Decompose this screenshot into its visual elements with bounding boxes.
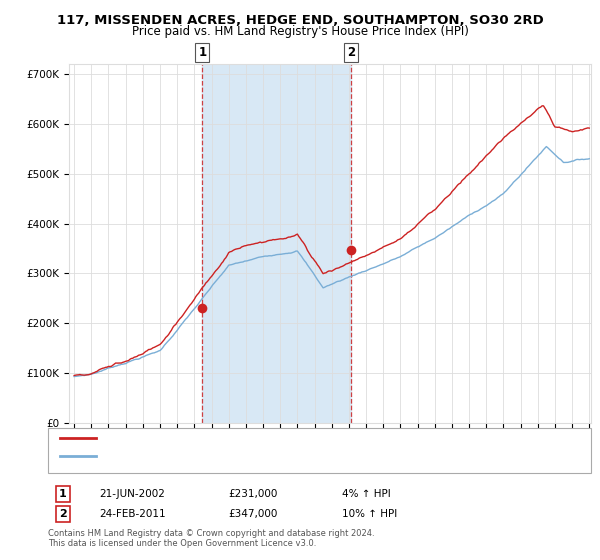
Text: HPI: Average price, detached house, Eastleigh: HPI: Average price, detached house, East… bbox=[105, 451, 331, 461]
Text: £231,000: £231,000 bbox=[228, 489, 277, 499]
Text: This data is licensed under the Open Government Licence v3.0.: This data is licensed under the Open Gov… bbox=[48, 539, 316, 548]
Text: 24-FEB-2011: 24-FEB-2011 bbox=[99, 509, 166, 519]
Text: Contains HM Land Registry data © Crown copyright and database right 2024.: Contains HM Land Registry data © Crown c… bbox=[48, 529, 374, 538]
Text: 21-JUN-2002: 21-JUN-2002 bbox=[99, 489, 165, 499]
Text: 117, MISSENDEN ACRES, HEDGE END, SOUTHAMPTON, SO30 2RD: 117, MISSENDEN ACRES, HEDGE END, SOUTHAM… bbox=[56, 14, 544, 27]
Text: 117, MISSENDEN ACRES, HEDGE END, SOUTHAMPTON, SO30 2RD (detached house): 117, MISSENDEN ACRES, HEDGE END, SOUTHAM… bbox=[105, 433, 517, 444]
Text: 2: 2 bbox=[59, 509, 67, 519]
Bar bbox=[202, 64, 351, 423]
Text: Price paid vs. HM Land Registry's House Price Index (HPI): Price paid vs. HM Land Registry's House … bbox=[131, 25, 469, 38]
Text: 2: 2 bbox=[347, 46, 355, 59]
Text: £347,000: £347,000 bbox=[228, 509, 277, 519]
Text: 10% ↑ HPI: 10% ↑ HPI bbox=[342, 509, 397, 519]
Text: 1: 1 bbox=[59, 489, 67, 499]
Text: 4% ↑ HPI: 4% ↑ HPI bbox=[342, 489, 391, 499]
Text: 1: 1 bbox=[199, 46, 206, 59]
